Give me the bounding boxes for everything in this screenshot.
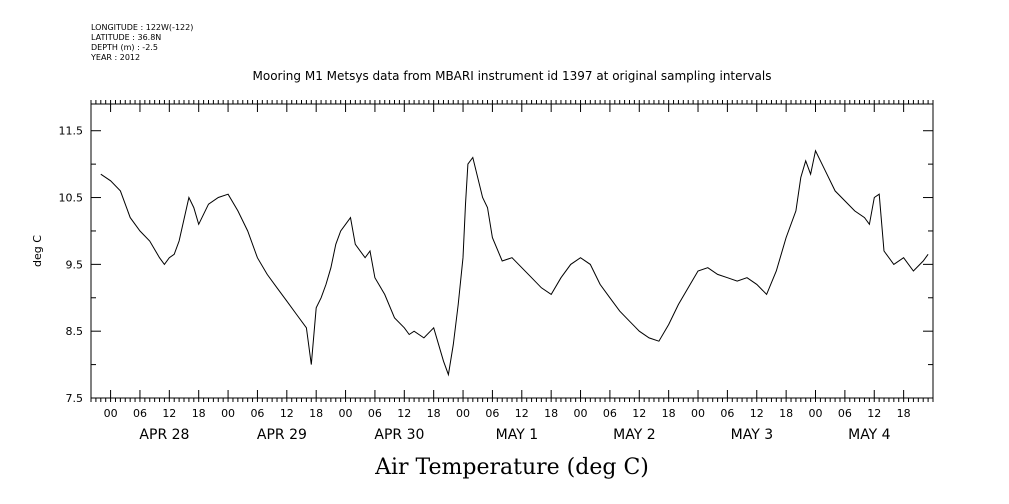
- x-hour-label: 00: [691, 407, 705, 420]
- x-hour-label: 12: [280, 407, 294, 420]
- x-hour-label: 06: [250, 407, 264, 420]
- x-hour-label: 00: [456, 407, 470, 420]
- x-day-label: MAY 2: [613, 427, 655, 443]
- x-hour-label: 00: [339, 407, 353, 420]
- y-tick-label: 9.5: [66, 258, 84, 271]
- x-hour-label: 12: [162, 407, 176, 420]
- x-day-label: APR 28: [139, 427, 189, 443]
- x-hour-label: 06: [368, 407, 382, 420]
- x-hour-label: 12: [632, 407, 646, 420]
- metadata-block: LONGITUDE : 122W(-122) LATITUDE : 36.8N …: [90, 23, 193, 62]
- y-tick-label: 11.5: [59, 125, 84, 138]
- series-line-air-temperature: [100, 149, 929, 377]
- x-hour-label: 12: [515, 407, 529, 420]
- x-hour-label: 06: [838, 407, 852, 420]
- year-text: YEAR : 2012: [90, 53, 140, 62]
- x-axis-label: Air Temperature (deg C): [374, 455, 649, 480]
- x-hour-label: 18: [309, 407, 323, 420]
- x-hour-label: 12: [867, 407, 881, 420]
- x-hour-label: 06: [133, 407, 147, 420]
- x-hour-label: 18: [897, 407, 911, 420]
- x-hour-label: 18: [779, 407, 793, 420]
- y-tick-label: 8.5: [66, 325, 84, 338]
- x-hour-label: 18: [192, 407, 206, 420]
- y-tick-label: 7.5: [66, 392, 84, 405]
- chart-title: Mooring M1 Metsys data from MBARI instru…: [253, 69, 772, 83]
- minor-ticks: [90, 100, 934, 402]
- x-day-label: APR 29: [257, 427, 307, 443]
- y-axis: 7.5 8.5 9.5 10.5 11.5: [59, 125, 933, 405]
- x-hour-label: 06: [720, 407, 734, 420]
- x-hour-label: 06: [485, 407, 499, 420]
- x-hour-label: 00: [221, 407, 235, 420]
- y-axis-label: deg C: [31, 235, 44, 267]
- x-day-label: MAY 3: [731, 427, 773, 443]
- x-hour-label: 12: [750, 407, 764, 420]
- x-hour-label: 00: [104, 407, 118, 420]
- y-tick-label: 10.5: [59, 192, 84, 205]
- x-hour-label: 06: [603, 407, 617, 420]
- x-hour-label: 18: [544, 407, 558, 420]
- x-hour-label: 18: [427, 407, 441, 420]
- x-hour-label: 12: [397, 407, 411, 420]
- depth-text: DEPTH (m) : -2.5: [91, 43, 158, 52]
- x-hour-label: 00: [809, 407, 823, 420]
- x-day-label: APR 30: [374, 427, 424, 443]
- x-hour-label: 18: [662, 407, 676, 420]
- x-hour-label: 00: [574, 407, 588, 420]
- x-day-label: MAY 1: [496, 427, 538, 443]
- latitude-text: LATITUDE : 36.8N: [91, 33, 161, 42]
- plot-frame: [90, 103, 934, 399]
- x-day-label: MAY 4: [848, 427, 891, 443]
- longitude-text: LONGITUDE : 122W(-122): [91, 23, 193, 32]
